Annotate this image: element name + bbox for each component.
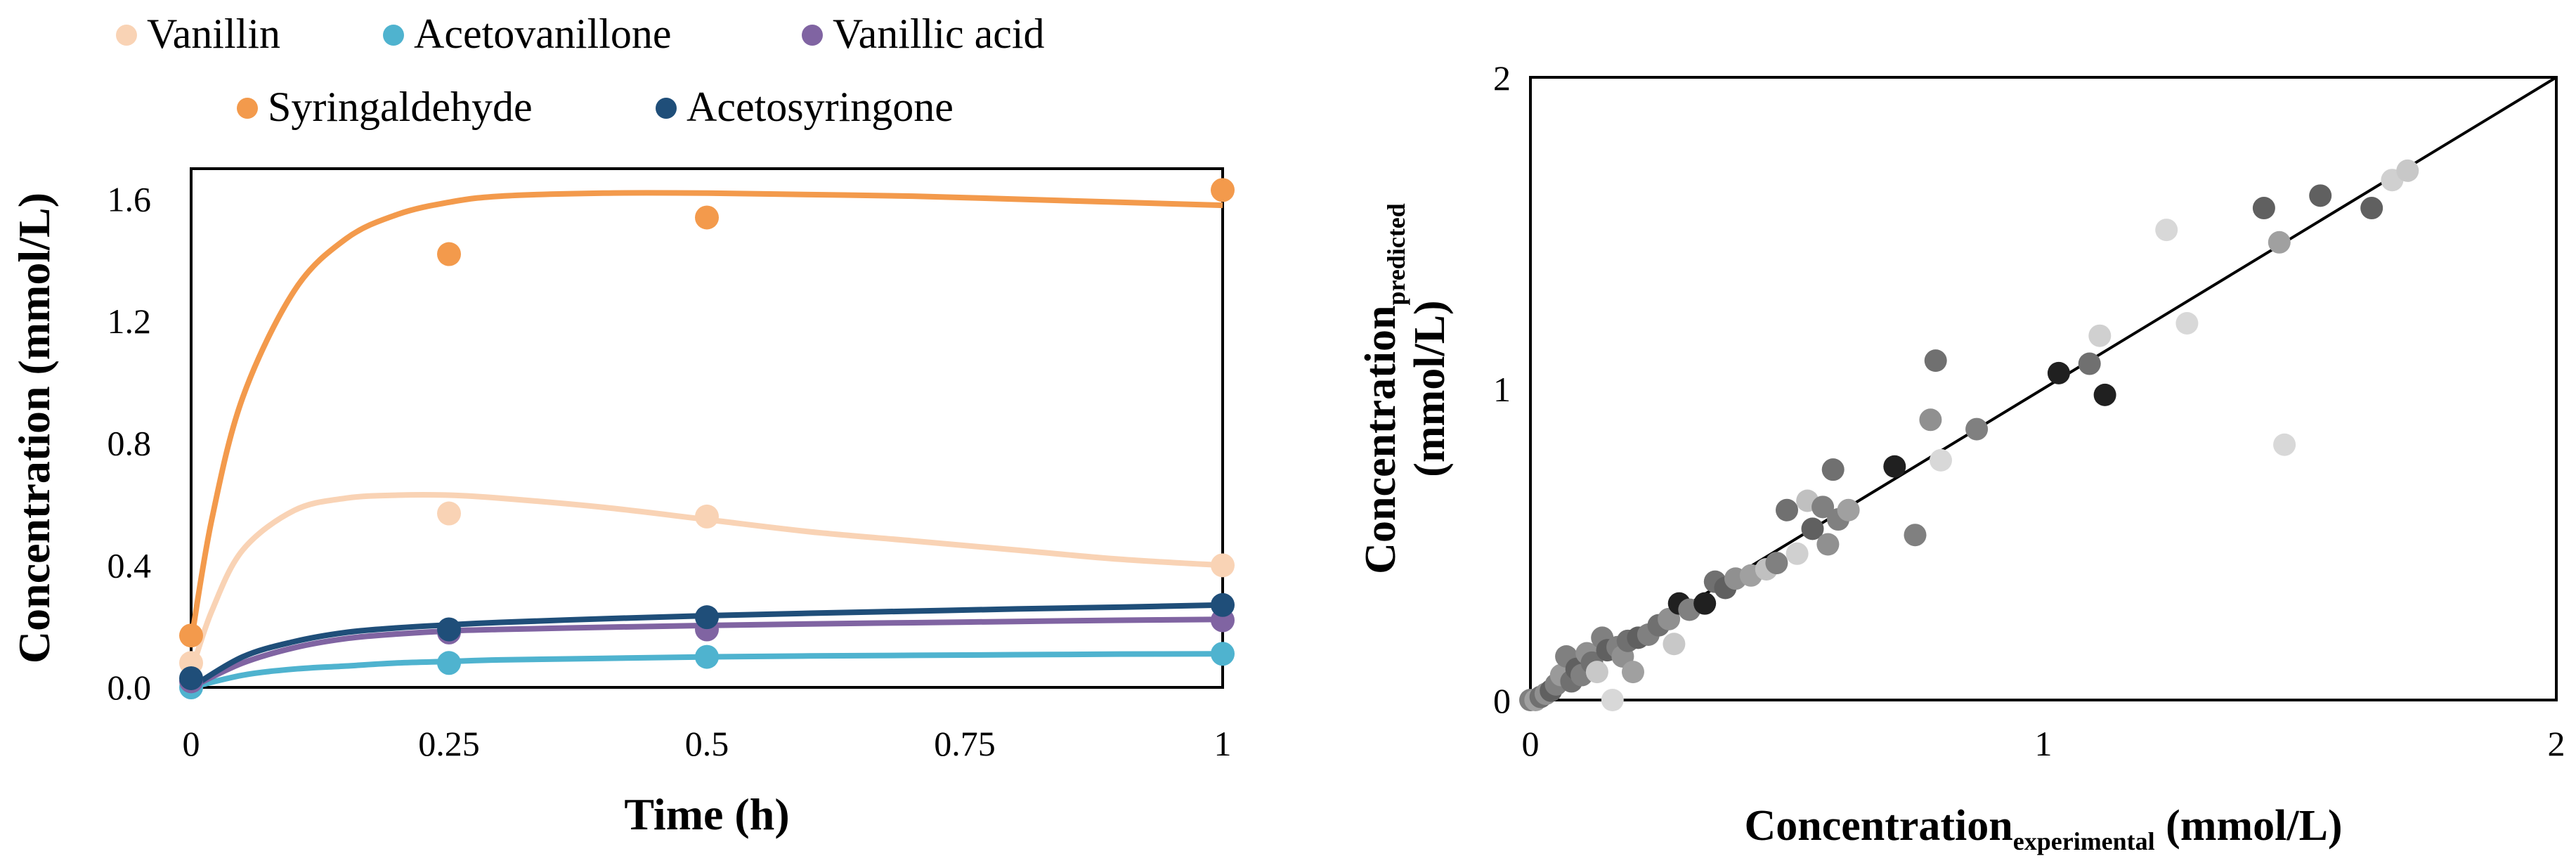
- model-curves: [188, 190, 1223, 690]
- legend-marker-acetosyringone: [656, 98, 677, 119]
- parity-point: [1837, 498, 1860, 522]
- syringaldehyde-data-point: [695, 205, 719, 230]
- right-plot-frame: [1529, 76, 2558, 701]
- left-x-tick-label: 0.75: [934, 724, 996, 763]
- parity-point: [1776, 498, 1798, 522]
- syringaldehyde-data-point: [179, 623, 203, 648]
- right-x-axis-title-main: Concentration: [1744, 802, 2012, 850]
- parity-point: [1693, 592, 1717, 615]
- parity-point: [2396, 159, 2419, 182]
- parity-point: [1811, 495, 1835, 519]
- vanillin-data-point: [1211, 553, 1235, 578]
- parity-point: [1585, 661, 1608, 684]
- vanillic-acid-model-curve: [190, 616, 1223, 690]
- vanillin-data-point: [695, 504, 719, 529]
- left-y-tick-label: 0.4: [108, 545, 152, 585]
- acetovanillone-data-point: [1211, 642, 1235, 666]
- data-points: [179, 178, 1235, 699]
- left-y-tick-label: 1.2: [108, 302, 152, 341]
- right-y-tick-label: 1: [1493, 370, 1511, 409]
- parity-point: [2309, 184, 2332, 207]
- right-y-axis-title-main: Concentration: [1357, 306, 1405, 574]
- parity-point: [1904, 524, 1927, 547]
- parity-point: [2268, 231, 2291, 254]
- parity-point: [2047, 361, 2070, 384]
- right-y-axis-title-line1: Concentrationpredicted: [1357, 203, 1410, 574]
- acetovanillone-data-point: [437, 651, 461, 675]
- legend-label-vanillic-acid: Vanillic acid: [833, 11, 1045, 57]
- parity-point: [2252, 197, 2275, 220]
- right-x-axis-title: Concentrationexperimental (mmol/L): [1744, 802, 2342, 855]
- legend-marker-syringaldehyde: [237, 98, 258, 119]
- legend-label-acetovanillone: Acetovanillone: [414, 11, 672, 57]
- legend-marker-acetovanillone: [383, 25, 404, 46]
- time-course-chart: 0 0.25 0.5 0.75 1 0.0 0.4 0.8 1.2 1.6 Time (h) C…: [9, 11, 1235, 839]
- right-y-tick-label: 2: [1493, 58, 1511, 98]
- parity-point: [2360, 197, 2383, 220]
- parity-point: [1821, 458, 1845, 481]
- right-y-axis-title-unit: (mmol/L): [1406, 300, 1454, 477]
- right-x-axis-title-unit: (mmol/L): [2155, 802, 2343, 850]
- parity-point: [2078, 352, 2101, 375]
- parity-point: [2155, 219, 2178, 242]
- left-x-tick-label: 0.5: [685, 724, 729, 763]
- parity-point: [2175, 311, 2199, 335]
- left-y-axis-title: Concentration (mmol/L): [9, 193, 59, 663]
- legend-marker-vanillic-acid: [802, 25, 823, 46]
- syringaldehyde-data-point: [1211, 178, 1235, 202]
- parity-point: [1765, 552, 1788, 575]
- acetovanillone-model-curve: [190, 651, 1223, 690]
- right-x-axis-title-sub: experimental: [2013, 827, 2155, 855]
- acetosyringone-data-point: [1211, 592, 1235, 617]
- left-y-tick-label: 1.6: [108, 179, 152, 219]
- right-y-tick-label: 0: [1493, 681, 1511, 720]
- parity-points: [1519, 159, 2419, 711]
- parity-point: [1919, 408, 1942, 432]
- right-x-tick-label: 1: [2035, 724, 2053, 763]
- parity-point: [1622, 661, 1644, 684]
- parity-point: [1883, 455, 1906, 478]
- legend: Vanillin Acetovanillone Vanillic acid Syrin…: [116, 11, 1045, 130]
- legend-label-acetosyringone: Acetosyringone: [687, 84, 954, 130]
- right-x-tick-labels: 0 1 2: [1522, 724, 2565, 763]
- right-y-axis-title-sub: predicted: [1382, 203, 1410, 305]
- parity-point: [1785, 542, 1809, 565]
- acetovanillone-data-point: [695, 644, 719, 669]
- vanillin-model-curve: [188, 491, 1223, 673]
- left-x-axis-title: Time (h): [624, 789, 789, 839]
- parity-point: [2088, 324, 2112, 347]
- legend-label-vanillin: Vanillin: [147, 11, 280, 57]
- acetosyringone-data-point: [179, 666, 203, 690]
- right-y-tick-labels: 0 1 2: [1493, 58, 1511, 720]
- left-x-tick-labels: 0 0.25 0.5 0.75 1: [183, 724, 1232, 763]
- parity-point: [2273, 433, 2296, 456]
- vanillin-data-point: [437, 501, 461, 526]
- left-plot-frame: [190, 167, 1224, 689]
- parity-point: [1663, 633, 1686, 656]
- acetosyringone-data-point: [695, 605, 719, 630]
- parity-point: [1924, 349, 1947, 373]
- legend-marker-vanillin: [116, 25, 137, 46]
- left-y-tick-label: 0.0: [108, 668, 152, 707]
- syringaldehyde-model-curve: [188, 190, 1223, 642]
- parity-point: [1816, 533, 1840, 556]
- legend-label-syringaldehyde: Syringaldehyde: [268, 84, 533, 130]
- left-y-tick-labels: 0.0 0.4 0.8 1.2 1.6: [108, 179, 152, 707]
- parity-point: [1930, 448, 1952, 472]
- parity-point: [1601, 689, 1624, 711]
- right-x-tick-label: 0: [1522, 724, 1540, 763]
- left-y-tick-label: 0.8: [108, 424, 152, 463]
- left-x-tick-label: 0: [183, 724, 200, 763]
- right-x-tick-label: 2: [2548, 724, 2565, 763]
- left-x-tick-label: 0.25: [418, 724, 480, 763]
- parity-point: [1801, 517, 1824, 540]
- parity-point: [1965, 417, 1989, 441]
- left-x-tick-label: 1: [1214, 724, 1232, 763]
- acetosyringone-data-point: [437, 617, 461, 642]
- syringaldehyde-data-point: [437, 242, 461, 266]
- acetosyringone-model-curve: [189, 602, 1223, 690]
- parity-point: [2093, 383, 2116, 406]
